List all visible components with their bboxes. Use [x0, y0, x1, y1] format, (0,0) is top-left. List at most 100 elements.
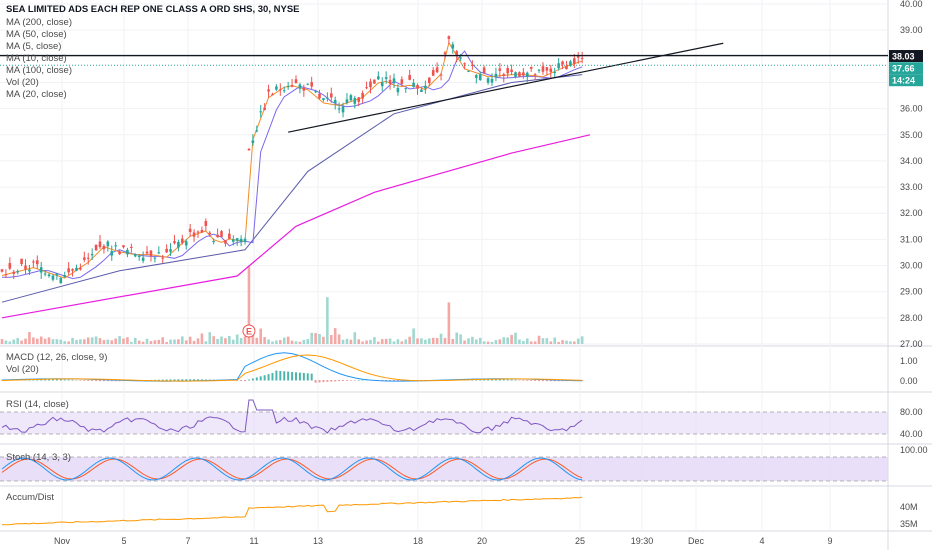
candle-body — [349, 95, 353, 101]
countdown-badge-bg — [889, 74, 923, 87]
candle-body — [157, 252, 161, 254]
volume-bar — [427, 338, 431, 344]
macd-histogram-bar — [44, 379, 47, 381]
candle-body — [188, 228, 192, 232]
candle-body — [71, 269, 74, 271]
volume-bar — [208, 332, 212, 344]
x-tick-label: 9 — [827, 536, 832, 546]
volume-bar — [12, 339, 16, 344]
candle-body — [130, 246, 133, 248]
candle-body — [55, 273, 59, 276]
volume-bar — [145, 338, 149, 344]
y-tick-label: 27.00 — [900, 339, 923, 349]
candle-body — [573, 58, 576, 64]
candle-body — [404, 88, 408, 90]
candle-body — [380, 82, 384, 87]
volume-bar — [212, 336, 215, 344]
candle-body — [94, 244, 98, 251]
x-tick-label: 13 — [313, 536, 323, 546]
y-tick-label: 33.00 — [900, 182, 923, 192]
volume-bar — [192, 340, 196, 344]
candle-body — [192, 232, 196, 237]
volume-bar — [35, 338, 39, 344]
macd-histogram-bar — [498, 379, 501, 381]
candle-body — [482, 67, 486, 74]
candle-body — [86, 257, 90, 259]
volume-bar — [98, 338, 102, 344]
volume-bar — [39, 336, 43, 344]
candle-body — [243, 238, 247, 243]
candle-body — [565, 65, 568, 70]
volume-bar — [494, 340, 498, 344]
volume-bar — [443, 337, 447, 344]
macd-histogram-bar — [553, 380, 556, 382]
volume-bar — [569, 341, 572, 344]
candle-body — [28, 269, 31, 272]
candle-body — [475, 75, 478, 78]
volume-bar — [71, 337, 74, 344]
candle-body — [467, 70, 470, 72]
volume-bar — [404, 339, 408, 344]
macd-histogram-bar — [287, 371, 290, 381]
volume-bar — [529, 341, 533, 344]
candle-body — [392, 78, 396, 84]
volume-bar — [467, 338, 470, 344]
volume-bar — [580, 336, 584, 344]
volume-bar — [369, 339, 372, 344]
accum-tick: 40M — [900, 502, 918, 512]
macd-label: MACD (12, 26, close, 9) — [6, 352, 108, 363]
volume-bar — [416, 338, 419, 344]
volume-bar — [459, 334, 462, 344]
volume-bar — [463, 340, 466, 344]
macd-histogram-bar — [181, 379, 184, 381]
volume-bar — [63, 341, 67, 344]
volume-bar — [188, 336, 192, 344]
volume-bar — [435, 338, 439, 344]
macd-histogram-bar — [487, 379, 490, 381]
volume-bar — [329, 334, 333, 344]
candle-body — [98, 241, 102, 248]
candle-body — [204, 221, 208, 227]
macd-histogram-bar — [357, 379, 360, 381]
macd-histogram-bar — [51, 379, 54, 381]
volume-bar — [153, 340, 157, 344]
candle-body — [231, 239, 235, 242]
candle-body — [384, 77, 388, 79]
candle-body — [576, 55, 580, 58]
volume-bar — [306, 339, 310, 344]
candle-body — [267, 89, 270, 92]
volume-bar — [361, 341, 364, 344]
macd-histogram-bar — [204, 379, 207, 381]
macd-histogram-bar — [153, 379, 156, 381]
candle-body — [137, 255, 141, 258]
volume-bar — [439, 333, 443, 344]
volume-bar — [133, 337, 137, 344]
candle-body — [408, 75, 411, 80]
volume-bar — [310, 332, 313, 344]
macd-histogram-bar — [330, 380, 333, 382]
symbol-title: SEA LIMITED ADS EACH REP ONE CLASS A ORD… — [6, 4, 300, 15]
volume-bar — [576, 338, 580, 344]
candle-body — [498, 68, 502, 71]
candle-body — [525, 72, 529, 78]
candle-body — [412, 82, 415, 87]
volume-bar — [506, 337, 509, 344]
rsi-line — [1, 399, 583, 434]
candle-body — [341, 106, 345, 113]
volume-bar — [255, 337, 259, 344]
candle-body — [306, 83, 310, 85]
volume-bar — [490, 341, 494, 344]
volume-bar — [16, 338, 19, 344]
ma200-line — [1, 134, 591, 319]
candle-body — [298, 84, 302, 89]
y-tick-label: 28.00 — [900, 313, 923, 323]
macd-histogram-bar — [83, 380, 86, 381]
candle-body — [490, 78, 494, 83]
macd-histogram-bar — [502, 379, 505, 381]
macd-histogram-bar — [279, 370, 282, 381]
volume-bar — [0, 339, 4, 344]
volume-bar — [557, 341, 560, 344]
volume-bar — [518, 339, 521, 344]
macd-histogram-bar — [353, 380, 356, 381]
